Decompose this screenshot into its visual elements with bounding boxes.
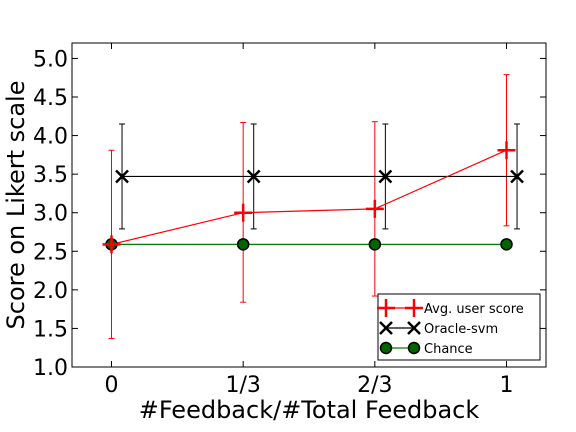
y-tick-label: 5.0: [33, 47, 68, 72]
y-tick-label: 3.0: [33, 202, 68, 227]
data-point: [378, 169, 393, 184]
y-tick-label: 4.5: [33, 86, 68, 111]
series-markers: [102, 141, 524, 254]
data-point: [246, 169, 261, 184]
axis-ticks: 1.0 1.5 2.0 2.5 3.0 3.5 4.0 4.5 5.0 0 1/3 2/3 1: [33, 43, 546, 398]
y-tick-label: 2.0: [33, 279, 68, 304]
data-point: [368, 238, 382, 251]
y-tick-label: 1.0: [33, 356, 68, 381]
legend-marker: [379, 321, 393, 335]
legend-marker: [379, 341, 393, 355]
legend: Avg. user score Oracle-svm Chance: [377, 293, 541, 361]
data-point: [365, 199, 384, 218]
plot-frame: [71, 42, 547, 368]
legend-marker: [405, 299, 423, 317]
y-axis-label: Score on Likert scale: [2, 81, 30, 330]
data-point: [102, 235, 121, 254]
data-point: [510, 169, 524, 184]
legend-marker: [377, 299, 395, 317]
data-point: [497, 141, 516, 160]
x-tick-label: 1: [500, 373, 514, 398]
legend-marker: [407, 341, 421, 355]
series-line: [111, 149, 507, 245]
legend-label: Avg. user score: [424, 302, 524, 317]
y-tick-label: 4.0: [33, 125, 68, 150]
series-lines: [111, 149, 518, 245]
x-tick-label: 0: [105, 373, 119, 398]
data-point: [500, 238, 513, 251]
legend-label: Chance: [424, 342, 473, 357]
data-point: [234, 203, 253, 222]
y-tick-label: 1.5: [33, 317, 68, 342]
data-point: [115, 169, 129, 184]
x-tick-label: 1/3: [225, 373, 260, 398]
legend-box: [377, 293, 541, 361]
y-tick-label: 3.5: [33, 163, 68, 188]
x-axis-label: #Feedback/#Total Feedback: [139, 396, 480, 424]
legend-marker: [407, 321, 421, 335]
x-tick-label: 2/3: [357, 373, 392, 398]
legend-label: Oracle-svm: [424, 322, 498, 337]
data-point: [236, 238, 250, 251]
y-tick-label: 2.5: [33, 240, 68, 265]
